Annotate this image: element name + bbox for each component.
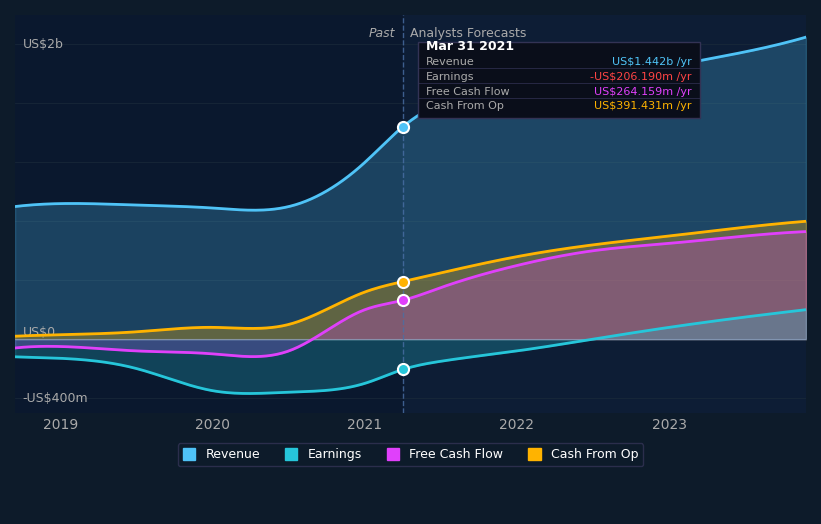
Text: US$2b: US$2b [23, 38, 63, 51]
Text: US$391.431m /yr: US$391.431m /yr [594, 101, 692, 111]
Bar [403, 15, 806, 413]
Text: Cash From Op: Cash From Op [426, 101, 503, 111]
Text: Earnings: Earnings [426, 72, 475, 82]
Text: -US$400m: -US$400m [23, 391, 88, 405]
Bar [15, 15, 403, 413]
Text: US$264.159m /yr: US$264.159m /yr [594, 86, 692, 96]
Text: Free Cash Flow: Free Cash Flow [426, 86, 509, 96]
Text: Analysts Forecasts: Analysts Forecasts [410, 27, 527, 40]
Text: -US$206.190m /yr: -US$206.190m /yr [590, 72, 692, 82]
FancyBboxPatch shape [418, 41, 699, 118]
Text: US$0: US$0 [23, 326, 56, 339]
Text: Mar 31 2021: Mar 31 2021 [426, 40, 514, 53]
Legend: Revenue, Earnings, Free Cash Flow, Cash From Op: Revenue, Earnings, Free Cash Flow, Cash … [178, 443, 643, 466]
Text: Past: Past [369, 27, 395, 40]
Text: US$1.442b /yr: US$1.442b /yr [612, 57, 692, 67]
Text: Revenue: Revenue [426, 57, 475, 67]
